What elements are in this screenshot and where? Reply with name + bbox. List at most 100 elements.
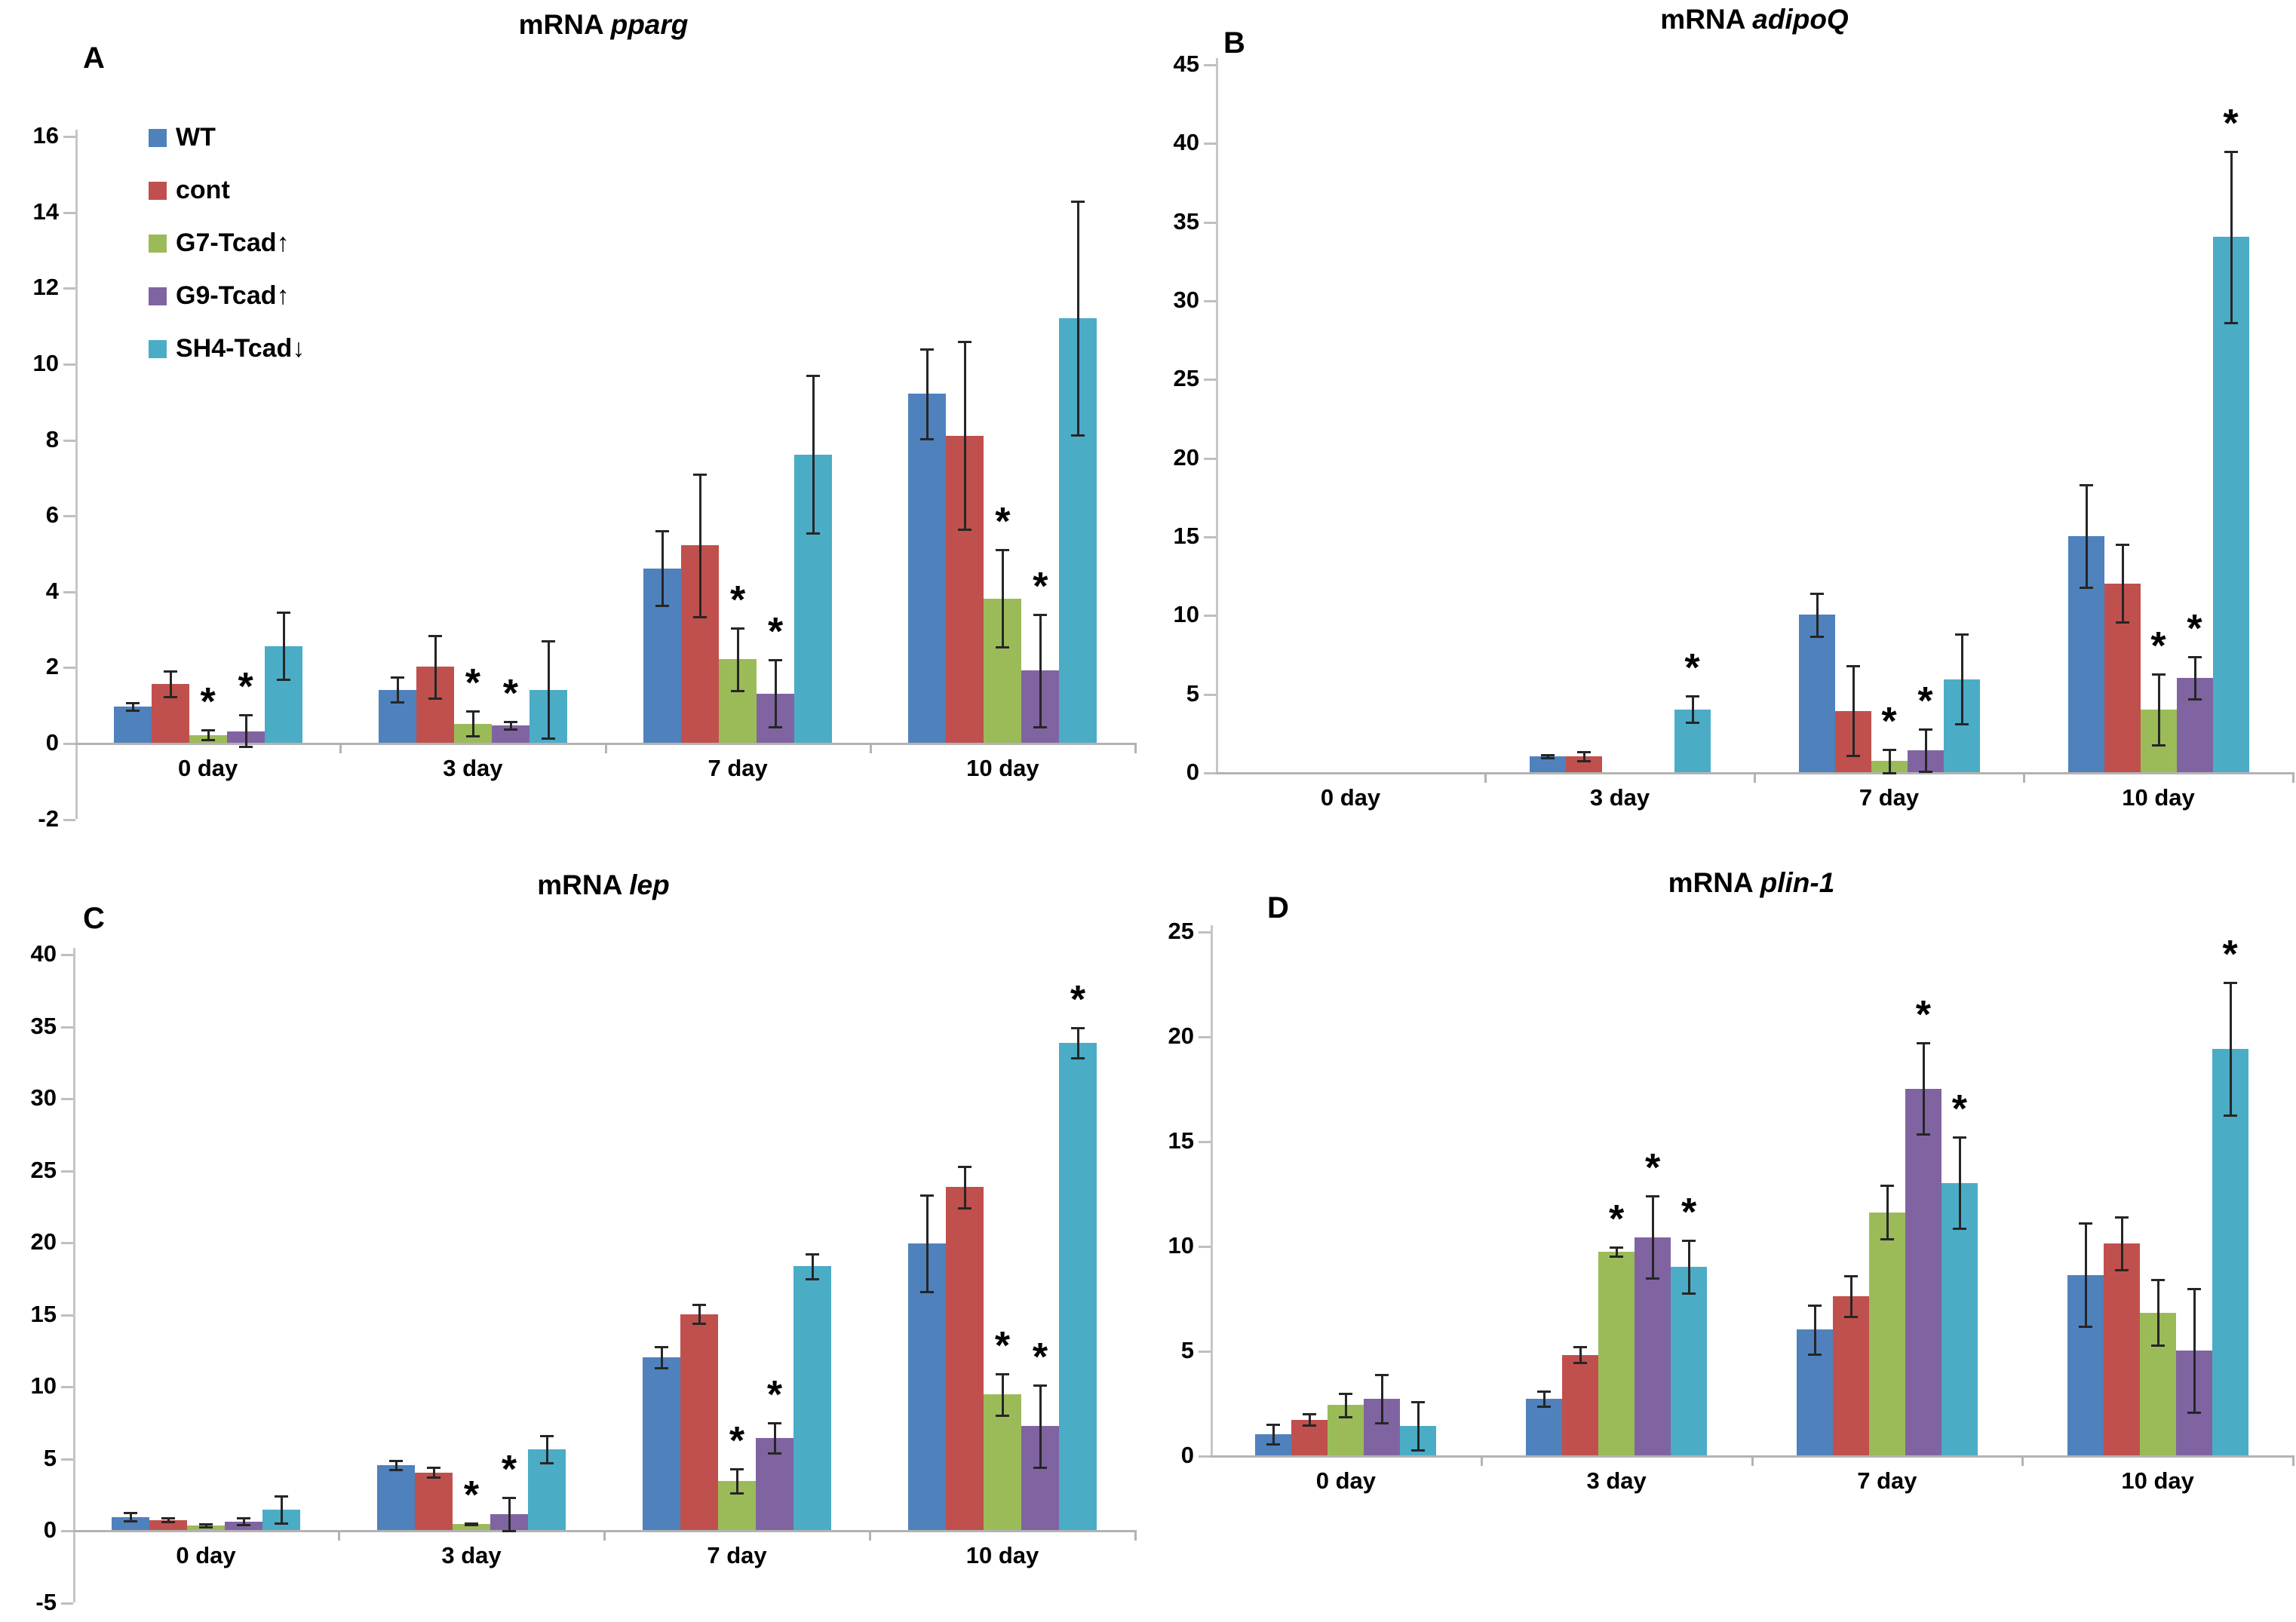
sig-asterisk: * xyxy=(768,610,784,655)
y-tick-label: 0 xyxy=(1186,759,1199,785)
bar xyxy=(1905,1088,1941,1455)
error-bar-cap-top xyxy=(1809,593,1824,596)
error-bar-cap-top xyxy=(1071,1027,1085,1030)
error-bar-cap-bottom xyxy=(806,532,821,535)
error-bar xyxy=(964,1165,966,1210)
sig-asterisk: * xyxy=(730,578,746,622)
error-bar-cap-bottom xyxy=(1610,1256,1624,1259)
y-tick-label: 15 xyxy=(1173,522,1199,549)
y-tick-label: 0 xyxy=(43,1516,57,1543)
error-bar-cap-bottom xyxy=(125,710,140,713)
error-bar xyxy=(167,1516,170,1523)
error-bar-cap-top xyxy=(730,1467,744,1470)
error-bar xyxy=(926,348,929,440)
bar xyxy=(1832,1295,1869,1455)
error-bar-cap-bottom xyxy=(2114,1269,2129,1272)
bar xyxy=(1798,615,1835,772)
error-bar xyxy=(1077,200,1080,436)
sig-asterisk: * xyxy=(2187,606,2202,651)
sig-asterisk: * xyxy=(1645,1146,1661,1191)
bar xyxy=(984,1394,1021,1530)
y-tick-label: 20 xyxy=(1168,1023,1194,1049)
y-axis-line xyxy=(1216,57,1218,772)
y-tick-mark xyxy=(1204,299,1216,302)
x-category-label: 3 day xyxy=(443,755,503,781)
error-bar-cap-top xyxy=(503,721,517,724)
error-bar-cap-top xyxy=(428,634,442,637)
sig-asterisk: * xyxy=(465,661,480,706)
error-bar xyxy=(130,1512,132,1522)
x-tick-mark xyxy=(338,1530,340,1541)
y-tick-label: 40 xyxy=(30,940,57,967)
panel-title: mRNA lep xyxy=(537,869,669,901)
error-bar xyxy=(547,640,550,739)
y-tick-mark xyxy=(61,1098,73,1100)
bar xyxy=(377,1465,415,1530)
error-bar xyxy=(1960,633,1963,725)
error-bar-cap-top xyxy=(1882,748,1896,751)
error-bar-cap-top xyxy=(655,1345,668,1348)
error-bar-cap-top xyxy=(2079,484,2093,487)
error-bar xyxy=(1039,1384,1042,1468)
error-bar-cap-top xyxy=(427,1466,440,1469)
y-tick-label: 10 xyxy=(32,350,59,376)
error-bar-cap-bottom xyxy=(692,1322,706,1325)
sig-asterisk: * xyxy=(995,500,1011,544)
y-tick-label: 0 xyxy=(1180,1442,1194,1468)
x-tick-mark xyxy=(2021,1455,2024,1466)
error-bar xyxy=(1616,1246,1619,1258)
y-tick-label: 4 xyxy=(45,577,59,604)
bar xyxy=(1059,1043,1097,1530)
y-axis-line xyxy=(73,948,75,1602)
y-tick-mark xyxy=(1204,457,1216,460)
error-bar-cap-top xyxy=(2187,655,2202,658)
error-bar-cap-bottom xyxy=(1033,1466,1047,1469)
legend-swatch xyxy=(149,234,167,253)
error-bar xyxy=(964,340,967,531)
bar xyxy=(793,1266,831,1530)
error-bar-cap-top xyxy=(768,1421,781,1424)
error-bar xyxy=(1077,1027,1079,1059)
error-bar xyxy=(699,473,702,618)
error-bar-cap-bottom xyxy=(1071,1057,1085,1060)
y-tick-label: 5 xyxy=(1180,1337,1194,1363)
error-bar-cap-bottom xyxy=(540,1462,554,1465)
error-bar-cap-top xyxy=(996,549,1010,552)
error-bar-cap-bottom xyxy=(237,1524,250,1527)
error-bar xyxy=(2156,1279,2159,1347)
error-bar-cap-top xyxy=(238,714,253,717)
y-axis-line xyxy=(75,130,78,819)
error-bar xyxy=(1688,1239,1691,1294)
legend-label: cont xyxy=(176,176,230,204)
error-bar-cap-top xyxy=(540,1434,554,1437)
error-bar xyxy=(243,1516,245,1526)
x-tick-mark xyxy=(1134,743,1137,753)
error-bar-cap-top xyxy=(502,1497,516,1500)
y-tick-mark xyxy=(63,439,75,442)
legend-label: WT xyxy=(176,123,216,152)
error-bar-cap-bottom xyxy=(1646,1277,1660,1280)
error-bar-cap-top xyxy=(958,340,972,343)
error-bar xyxy=(1816,593,1819,637)
error-bar-cap-bottom xyxy=(655,1367,668,1370)
y-tick-label: 10 xyxy=(30,1372,57,1399)
y-tick-label: 12 xyxy=(32,274,59,301)
error-bar xyxy=(131,702,134,712)
error-bar-cap-top xyxy=(201,729,215,732)
error-bar-cap-bottom xyxy=(275,1522,288,1525)
sig-asterisk: * xyxy=(200,680,216,725)
sig-asterisk: * xyxy=(1609,1197,1625,1242)
y-tick-mark xyxy=(1204,143,1216,146)
error-bar-cap-bottom xyxy=(1573,1361,1588,1364)
error-bar-cap-bottom xyxy=(2223,1114,2237,1117)
error-bar-cap-bottom xyxy=(199,1526,213,1529)
error-bar-cap-bottom xyxy=(958,529,972,532)
x-tick-mark xyxy=(1134,1530,1137,1541)
y-tick-mark xyxy=(61,1602,73,1605)
y-tick-mark xyxy=(1199,1246,1211,1248)
error-bar-cap-top xyxy=(1682,1239,1696,1242)
sig-asterisk: * xyxy=(2222,932,2238,977)
error-bar-cap-top xyxy=(769,659,783,662)
x-tick-mark xyxy=(1484,772,1487,783)
error-bar xyxy=(1381,1373,1384,1424)
